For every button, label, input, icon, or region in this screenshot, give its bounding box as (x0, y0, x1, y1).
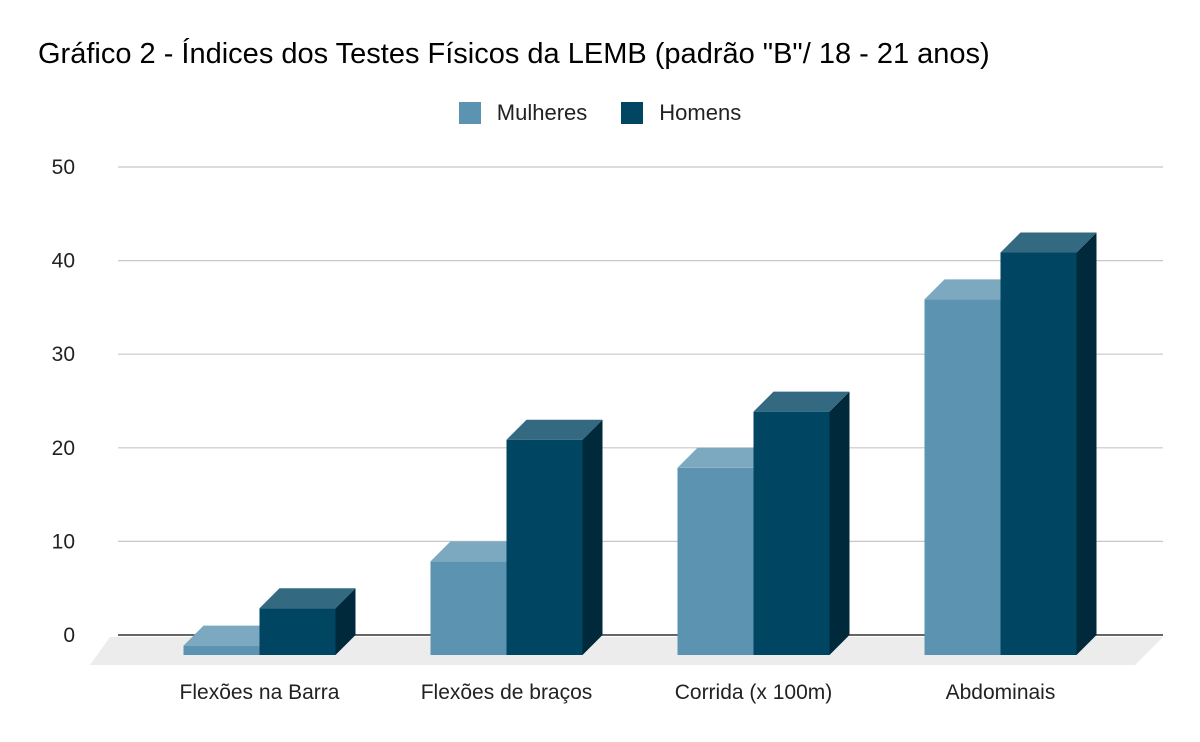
bar-homens-2 (506, 419, 603, 655)
legend-swatch-mulheres (458, 102, 481, 124)
x-category-label-4: Abdominais (946, 681, 1056, 704)
chart-title: Gráfico 2 - Índices dos Testes Físicos d… (38, 38, 990, 70)
legend-entry-mulheres: Mulheres (458, 100, 588, 126)
bar-homens-4 (1000, 232, 1097, 655)
bar-homens-3 (753, 391, 850, 655)
y-tick-label-0: 0 (63, 624, 75, 647)
chart-floor (90, 637, 1163, 665)
y-tick-label-50: 50 (52, 156, 75, 179)
x-category-label-3: Corrida (x 100m) (675, 681, 833, 704)
bar-homens-1 (259, 588, 356, 655)
y-tick-label-40: 40 (52, 250, 75, 273)
y-tick-label-20: 20 (52, 437, 75, 460)
legend-entry-homens: Homens (621, 100, 741, 126)
legend-label-mulheres: Mulheres (496, 100, 588, 125)
x-category-label-1: Flexões na Barra (180, 681, 340, 704)
y-tick-label-10: 10 (52, 530, 75, 553)
legend-swatch-homens (621, 102, 644, 124)
y-tick-label-30: 30 (52, 343, 75, 366)
x-category-label-2: Flexões de braços (421, 681, 593, 704)
legend: Mulheres Homens (0, 100, 1200, 126)
legend-label-homens: Homens (659, 100, 742, 125)
